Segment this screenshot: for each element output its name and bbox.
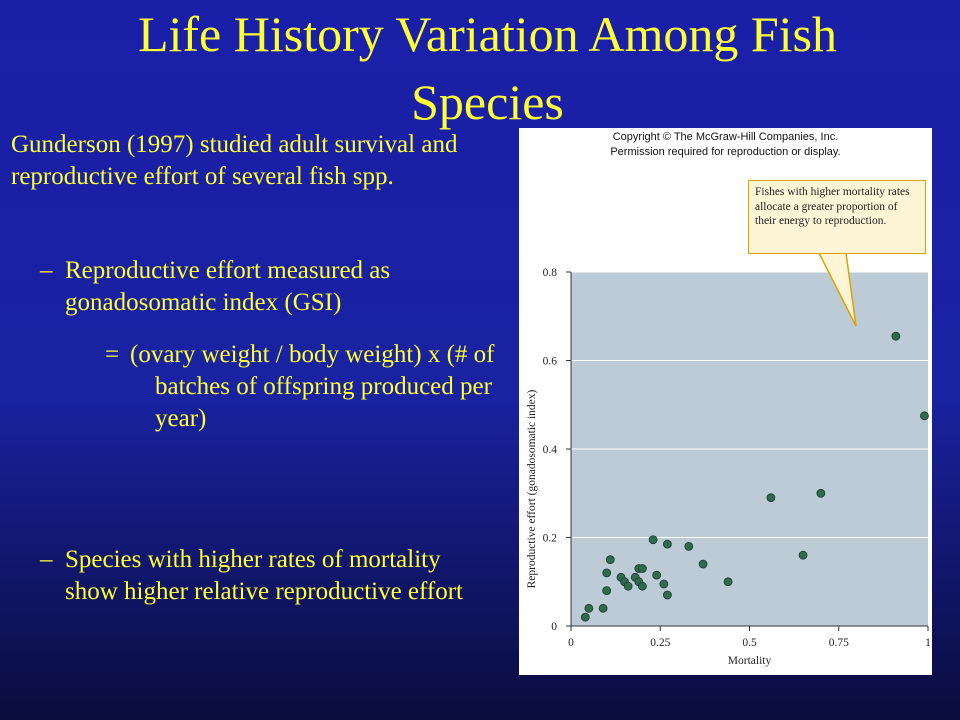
- sub-bullet-dash: –: [40, 546, 53, 573]
- copyright-notice: Copyright © The McGraw-Hill Companies, I…: [519, 128, 932, 160]
- y-axis-label: Reproductive effort (gonadosomatic index…: [526, 389, 538, 588]
- data-point: [891, 331, 901, 341]
- y-tick-label: 0.2: [543, 533, 558, 545]
- gridlines: [571, 271, 928, 538]
- data-point: [605, 555, 615, 565]
- data-point: [920, 411, 929, 421]
- data-point: [602, 586, 612, 596]
- data-point: [723, 577, 733, 587]
- data-point: [816, 488, 826, 498]
- data-points: [580, 331, 929, 622]
- data-point: [698, 559, 708, 569]
- gsi-formula-equals: =: [105, 341, 120, 368]
- sub-bullet-gsi-text: Reproductive effort measured as gonadoso…: [65, 257, 391, 316]
- data-point: [659, 579, 669, 589]
- data-point: [662, 539, 672, 549]
- x-tick-label: 1: [925, 637, 931, 649]
- data-point: [638, 564, 647, 573]
- callout-box: Fishes with higher mortality rates alloc…: [748, 180, 926, 254]
- data-point: [580, 612, 590, 622]
- data-point: [798, 550, 808, 560]
- slide-title-line1: Life History Variation Among Fish: [137, 6, 838, 62]
- x-tick-label: 0.5: [742, 637, 757, 649]
- data-point: [602, 568, 612, 578]
- data-point: [684, 541, 694, 551]
- scatter-chart: 0 0.2 0.4 0.6 0.8 0 0.25 0.5 0.75 1 Mortality Rep…: [526, 252, 932, 667]
- x-tick-label: 0.75: [829, 637, 849, 649]
- scatter-figure: Copyright © The McGraw-Hill Companies, I…: [519, 128, 932, 675]
- data-point: [648, 535, 658, 545]
- data-point: [584, 603, 594, 613]
- tick-labels: 0 0.2 0.4 0.6 0.8 0 0.25 0.5 0.75 1: [543, 267, 932, 649]
- y-tick-label: 0: [551, 621, 557, 633]
- sub-bullet-mortality-text: Species with higher rates of mortality s…: [65, 546, 463, 605]
- copyright-line1: Copyright © The McGraw-Hill Companies, I…: [612, 131, 839, 143]
- slide-title: Life History Variation Among Fish Specie…: [0, 0, 960, 136]
- x-tick-label: 0: [568, 637, 574, 649]
- data-point: [598, 603, 608, 613]
- gsi-formula-text: (ovary weight / body weight) x (# of bat…: [130, 341, 495, 432]
- y-tick-label: 0.4: [543, 444, 558, 456]
- x-tick-label: 0.25: [650, 637, 670, 649]
- data-point: [652, 570, 662, 580]
- sub-bullet-dash: –: [40, 257, 53, 284]
- bullet-main-text: Gunderson (1997) studied adult survival …: [11, 131, 458, 190]
- data-point: [766, 493, 776, 503]
- y-tick-label: 0.8: [543, 267, 558, 279]
- data-point: [638, 581, 647, 591]
- data-point: [662, 590, 672, 600]
- slide-title-line2: Species: [411, 74, 564, 130]
- copyright-line2: Permission required for reproduction or …: [610, 146, 841, 158]
- y-tick-label: 0.6: [543, 356, 558, 368]
- data-point: [623, 581, 633, 591]
- x-axis-label: Mortality: [728, 655, 772, 667]
